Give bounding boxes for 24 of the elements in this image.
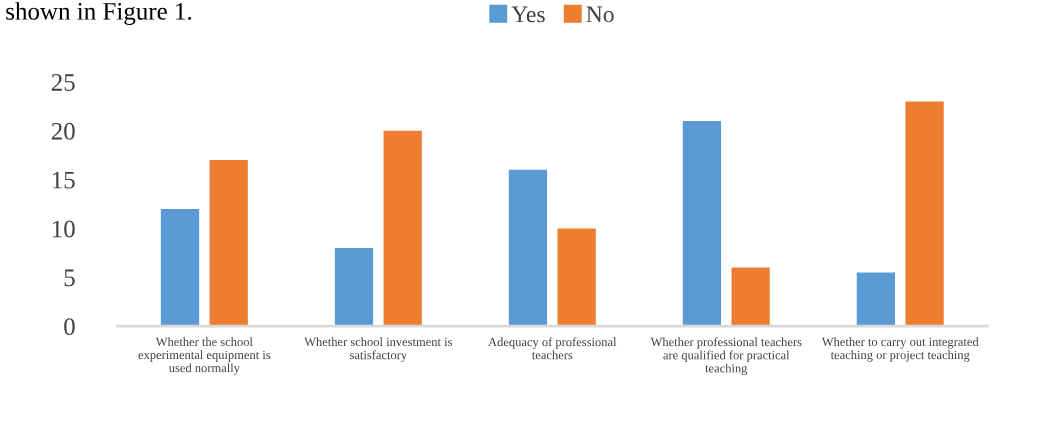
bar	[334, 248, 374, 327]
bar	[731, 267, 770, 327]
bar	[160, 208, 200, 327]
x-tick-label: Whether school investment is satisfactory	[304, 337, 452, 362]
bar	[383, 130, 422, 327]
y-tick-label: 15	[52, 171, 75, 189]
y-tick-label: 20	[51, 122, 75, 140]
bar	[209, 160, 248, 327]
legend-label: No	[586, 6, 614, 23]
bar	[905, 101, 944, 327]
y-tick-label: 5	[64, 269, 75, 287]
x-tick-label: Whether the school experimental equipment is used normally	[138, 337, 271, 375]
bar	[508, 169, 548, 327]
y-tick-label: 0	[64, 318, 75, 336]
y-tick-label: 25	[51, 74, 75, 91]
x-tick-label: Whether professional teachers are qualified for practical teaching	[650, 337, 802, 376]
text: shown in Figure 1.	[6, 2, 192, 25]
x-tick-label: Whether to carry out integrated teaching or project teaching	[821, 337, 979, 362]
x-tick-label: Adequacy of professional teachers	[488, 337, 617, 360]
y-tick-label: 10	[52, 220, 75, 238]
bar	[557, 228, 596, 327]
bar	[682, 121, 722, 327]
bar	[856, 272, 896, 327]
legend-label: Yes	[511, 6, 545, 23]
